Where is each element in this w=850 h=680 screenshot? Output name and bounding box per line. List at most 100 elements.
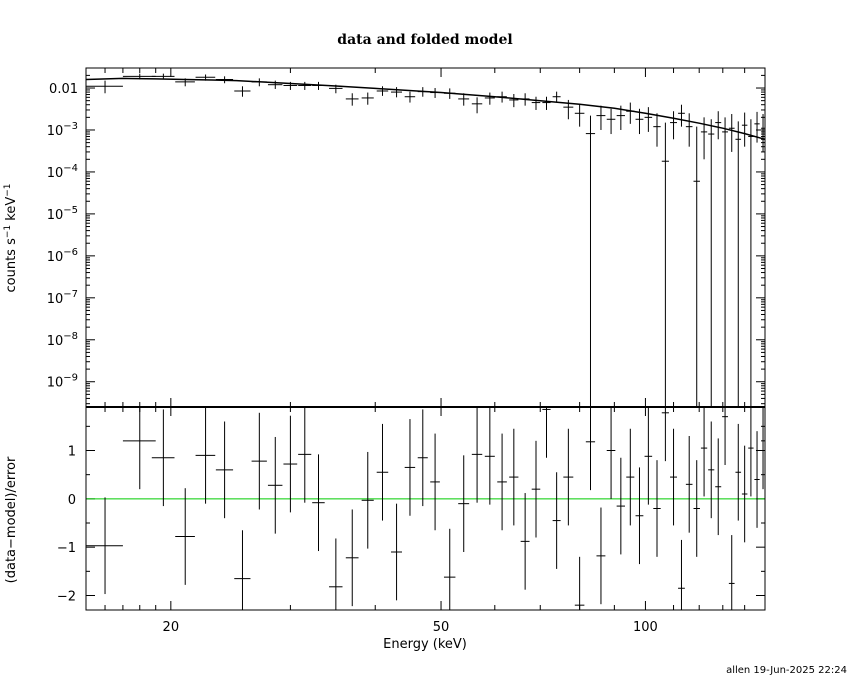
residual-point (345, 509, 359, 607)
data-point (345, 93, 359, 106)
y-label-base: counts s (4, 238, 19, 293)
data-point (215, 76, 234, 84)
y-label-exp1: −1 (3, 225, 13, 238)
footer-stamp: allen 19-Jun-2025 22:24 (726, 665, 847, 676)
data-point (443, 88, 456, 99)
residual-point (542, 407, 551, 458)
data-point (644, 107, 653, 132)
residual-point (552, 472, 561, 569)
data-point (761, 114, 765, 152)
y-tick-label: −1 (57, 541, 76, 556)
residual-point (670, 428, 678, 526)
residual-point (678, 539, 685, 610)
residual-frame (85, 406, 766, 611)
data-point (715, 111, 722, 140)
residual-point (404, 419, 416, 516)
residual-point (520, 493, 530, 590)
y-tick-label: 10−9 (47, 373, 78, 391)
data-point (563, 99, 574, 120)
residual-point (151, 409, 175, 507)
data-point (404, 91, 416, 103)
data-point (86, 80, 123, 94)
y-tick-label: −2 (57, 590, 76, 605)
residual-point (215, 421, 234, 519)
data-point (312, 81, 325, 90)
data-point (329, 84, 343, 94)
residual-point (329, 538, 343, 610)
data-point (391, 87, 402, 98)
data-point (151, 73, 175, 80)
y-tick-label: 1 (68, 445, 76, 460)
residual-point (722, 407, 728, 465)
residual-point (761, 407, 765, 490)
residual-point (531, 440, 541, 538)
data-point (251, 78, 267, 87)
data-point (471, 97, 483, 114)
residual-point (653, 460, 661, 557)
data-point (741, 112, 748, 147)
data-point (542, 96, 551, 110)
chart-title: data and folded model (337, 32, 512, 48)
data-point (484, 92, 495, 105)
residual-point (606, 407, 616, 499)
data-point (458, 93, 470, 106)
y-tick-label: 10−8 (47, 331, 78, 349)
residual-point (497, 433, 507, 531)
residual-point (443, 528, 456, 610)
data-point (661, 122, 669, 407)
residual-point (741, 445, 748, 543)
residual-point (715, 438, 722, 536)
model-line (85, 77, 766, 141)
data-point (376, 86, 389, 96)
residual-point (417, 409, 428, 507)
data-point (735, 121, 742, 407)
data-point (509, 94, 519, 108)
data-point (574, 103, 585, 127)
residual-point (661, 407, 669, 462)
data-point (693, 126, 700, 407)
residual-point (626, 428, 635, 526)
residual-point (754, 431, 760, 528)
data-point (520, 93, 530, 106)
residual-point (644, 407, 653, 505)
data-point (700, 117, 708, 160)
residual-point (86, 497, 123, 595)
data-point (497, 91, 507, 103)
spectrum-frame (85, 67, 766, 408)
residual-point (596, 507, 606, 605)
residual-point (509, 428, 519, 526)
residual-point (391, 503, 402, 601)
data-point (552, 91, 561, 103)
y-label-exp2: −1 (3, 183, 13, 196)
data-point (298, 81, 312, 90)
data-point (417, 87, 428, 97)
residual-point (471, 407, 483, 503)
residual-point (298, 407, 312, 503)
residual-point (574, 556, 585, 610)
x-axis-label: Energy (keV) (383, 637, 467, 652)
residual-point (728, 535, 735, 610)
y-tick-label: 10−3 (47, 121, 78, 139)
residual-point (563, 428, 574, 526)
residual-point (283, 415, 298, 513)
residual-point (312, 454, 325, 552)
data-point (361, 92, 374, 105)
spectrum-y-axis-label: counts s−1 keV−1 (3, 183, 19, 292)
data-point (722, 117, 728, 407)
residual-y-axis-label: (data−model)/error (4, 456, 19, 583)
residual-point (585, 407, 596, 491)
residual-point (685, 436, 693, 533)
residual-point (735, 423, 742, 521)
residual-point (748, 407, 754, 497)
x-tick-label: 20 (163, 620, 180, 635)
residual-point (195, 407, 216, 504)
data-point (653, 113, 661, 147)
residual-point (234, 530, 251, 610)
x-tick-label: 50 (433, 620, 450, 635)
y-tick-label: 10−5 (47, 205, 78, 223)
residual-panel: 20 50 100 1 0 −1 −2 (57, 407, 766, 635)
y-tick-label: 10−6 (47, 247, 78, 265)
data-point (670, 111, 678, 140)
data-point (708, 119, 715, 407)
